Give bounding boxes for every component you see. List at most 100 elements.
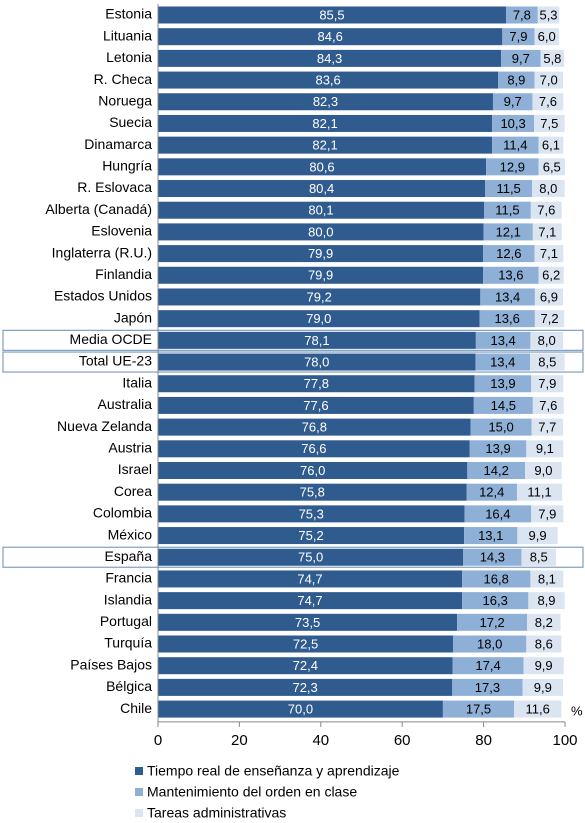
category-label: Portugal	[100, 613, 152, 629]
bar-segment	[158, 136, 493, 154]
value-label: 8,2	[535, 615, 553, 630]
bar-segment	[158, 635, 454, 653]
value-label: 11,5	[495, 203, 519, 218]
bar-segment	[158, 700, 443, 718]
legend-label: Mantenimiento del orden en clase	[147, 784, 357, 800]
bar-segment	[158, 180, 486, 198]
value-label: 7,9	[538, 506, 556, 521]
value-label: 7,6	[539, 94, 557, 109]
value-label: 13,4	[490, 333, 515, 348]
category-label: Israel	[118, 461, 152, 477]
bar-segment	[492, 136, 539, 154]
highlight-box	[2, 546, 584, 568]
value-label: 17,5	[466, 702, 491, 717]
value-label: 14,3	[480, 550, 505, 565]
highlight-box	[2, 351, 584, 373]
bar-segment	[158, 570, 463, 588]
bar-segment	[463, 548, 522, 566]
category-label: México	[108, 526, 153, 542]
value-label: 79,0	[306, 311, 331, 326]
bar-segment	[532, 223, 562, 241]
bar-segment	[531, 418, 563, 436]
category-label: Países Bajos	[70, 656, 152, 672]
bar-segment	[516, 483, 563, 501]
bar-segment	[158, 201, 485, 219]
value-label: 74,7	[297, 593, 322, 608]
value-label: 11,6	[526, 702, 550, 717]
value-label: 12,4	[479, 485, 504, 500]
category-label: Islandia	[104, 591, 152, 607]
bar-segment	[158, 114, 493, 132]
value-label: 80,0	[308, 224, 333, 239]
value-label: 7,8	[513, 7, 531, 22]
bar-segment	[514, 700, 562, 718]
value-label: 17,3	[475, 680, 500, 695]
category-label: Estonia	[105, 6, 152, 22]
bar-segment	[158, 440, 470, 458]
bar-segment	[474, 375, 532, 393]
value-label: 5,8	[543, 51, 561, 66]
bar-segment	[501, 49, 541, 67]
value-label: 6,1	[542, 138, 560, 153]
value-label: 73,5	[295, 615, 320, 630]
value-label: 14,2	[484, 463, 509, 478]
value-label: 75,2	[298, 528, 323, 543]
value-label: 7,1	[538, 224, 556, 239]
bar-segment	[532, 93, 564, 111]
value-label: 6,9	[540, 289, 558, 304]
value-label: 79,9	[308, 246, 333, 261]
value-label: 16,3	[483, 593, 508, 608]
value-label: 75,8	[300, 485, 325, 500]
bar-segment	[534, 71, 563, 89]
bar-segment	[158, 483, 467, 501]
bar-segment	[452, 657, 524, 675]
x-unit: %	[571, 703, 583, 718]
bar-segment	[462, 592, 529, 610]
value-label: 7,7	[538, 420, 556, 435]
value-label: 8,5	[530, 550, 548, 565]
value-label: 10,3	[500, 116, 525, 131]
bar-segment	[522, 678, 563, 696]
value-label: 13,4	[495, 289, 520, 304]
category-label: Corea	[114, 483, 152, 499]
bar-segment	[530, 570, 564, 588]
bar-segment	[453, 635, 527, 653]
legend-swatch	[135, 767, 143, 775]
bar-segment	[531, 505, 564, 523]
value-label: 8,0	[539, 181, 557, 196]
bar-segment	[158, 6, 506, 24]
bar-segment	[158, 310, 480, 328]
value-label: 9,7	[504, 94, 522, 109]
value-label: 76,8	[302, 420, 327, 435]
value-label: 13,6	[498, 268, 523, 283]
bar-segment	[534, 245, 564, 263]
value-label: 13,9	[490, 376, 515, 391]
value-label: 6,5	[543, 159, 561, 174]
bar-segment	[466, 483, 517, 501]
x-tick-label: 0	[154, 732, 162, 749]
value-label: 7,1	[540, 246, 558, 261]
value-label: 17,2	[479, 615, 504, 630]
value-label: 75,0	[298, 550, 323, 565]
x-tick-label: 20	[231, 732, 248, 749]
bar-segment	[452, 678, 523, 696]
legend-label: Tareas administrativas	[147, 805, 286, 821]
value-label: 83,6	[315, 73, 340, 88]
value-label: 80,6	[309, 159, 334, 174]
category-label: Finlandia	[95, 266, 152, 282]
bar-segment	[457, 613, 528, 631]
category-label: Total UE-23	[79, 353, 152, 369]
category-label: Lituania	[103, 27, 152, 43]
bar-segment	[485, 180, 533, 198]
legend-swatch	[135, 809, 143, 817]
value-label: 72,5	[293, 636, 318, 651]
value-label: 8,9	[537, 593, 555, 608]
x-tick-label: 60	[394, 732, 411, 749]
value-label: 8,5	[538, 354, 556, 369]
value-label: 77,8	[304, 376, 329, 391]
bar-segment	[534, 114, 565, 132]
bar-segment	[492, 93, 533, 111]
x-tick-label: 40	[312, 732, 329, 749]
